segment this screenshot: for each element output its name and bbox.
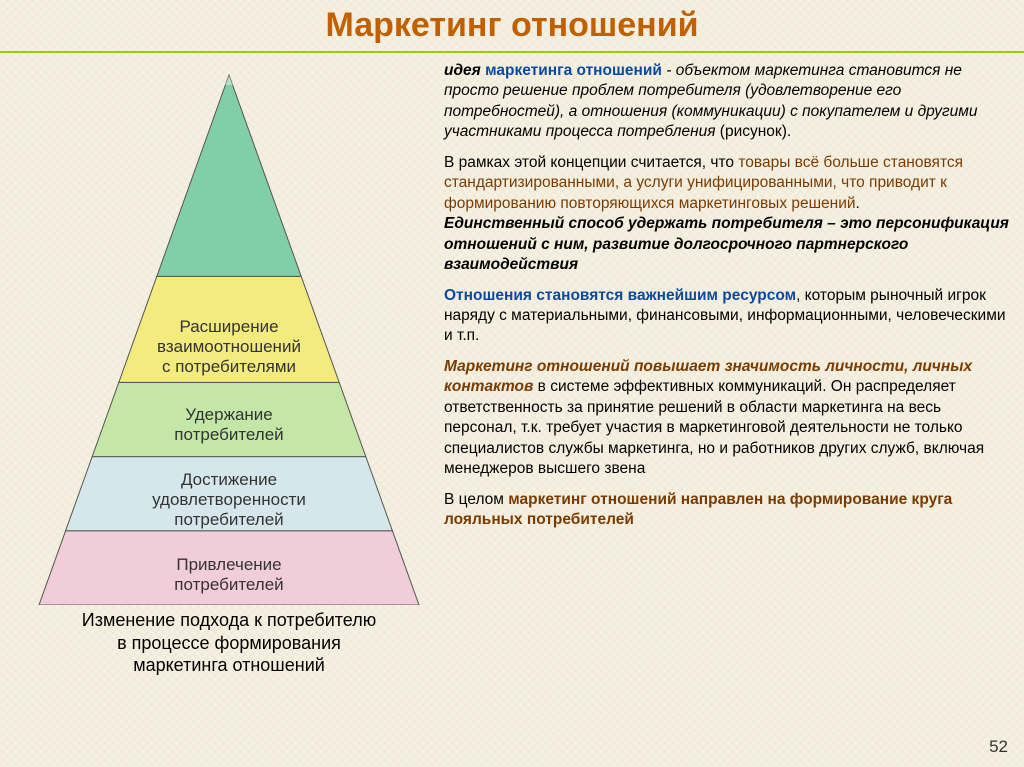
tier-label-2: Расширениевзаимоотношенийс потребителями [119, 317, 339, 377]
para-3: Отношения становятся важнейшим ресурсом,… [444, 286, 1014, 347]
para-1: идея маркетинга отношений - объектом мар… [444, 61, 1014, 143]
para-2: В рамках этой концепции считается, что т… [444, 153, 1014, 276]
p1-tail: (рисунок). [716, 123, 792, 140]
page-number: 52 [989, 737, 1008, 757]
pyramid-tier-1 [157, 75, 301, 276]
tier-label-3: Удержаниепотребителей [109, 405, 349, 445]
p5-brown: маркетинг отношений направлен на формиро… [444, 491, 952, 528]
p5-lead: В целом [444, 491, 508, 508]
title-rule [0, 51, 1024, 53]
tier-label-5: Привлечениепотребителей [79, 555, 379, 595]
tier-label-4: Достижениеудовлетворенностипотребителей [89, 470, 369, 530]
pyramid-diagram: Расширениевзаимоотношенийс потребителями… [29, 65, 429, 605]
content-area: Расширениевзаимоотношенийс потребителями… [0, 61, 1024, 677]
p3-blue: Отношения становятся важнейшим ресурсом [444, 287, 796, 304]
para-4: Маркетинг отношений повышает значимость … [444, 357, 1014, 480]
page-title: Маркетинг отношений [0, 0, 1024, 45]
right-column: идея маркетинга отношений - объектом мар… [444, 61, 1014, 677]
para-5: В целом маркетинг отношений направлен на… [444, 490, 1014, 531]
p2-lead: В рамках этой концепции считается, что [444, 154, 738, 171]
pyramid-tier-1-highlight [225, 75, 233, 85]
p1-term: маркетинга отношений [485, 62, 662, 79]
p1-idea: идея [444, 62, 485, 79]
p2-dot: . [856, 195, 860, 212]
pyramid-caption: Изменение подхода к потребителюв процесс… [14, 609, 444, 677]
left-column: Расширениевзаимоотношенийс потребителями… [14, 61, 444, 677]
p2-strong: Единственный способ удержать потребителя… [444, 215, 1009, 273]
